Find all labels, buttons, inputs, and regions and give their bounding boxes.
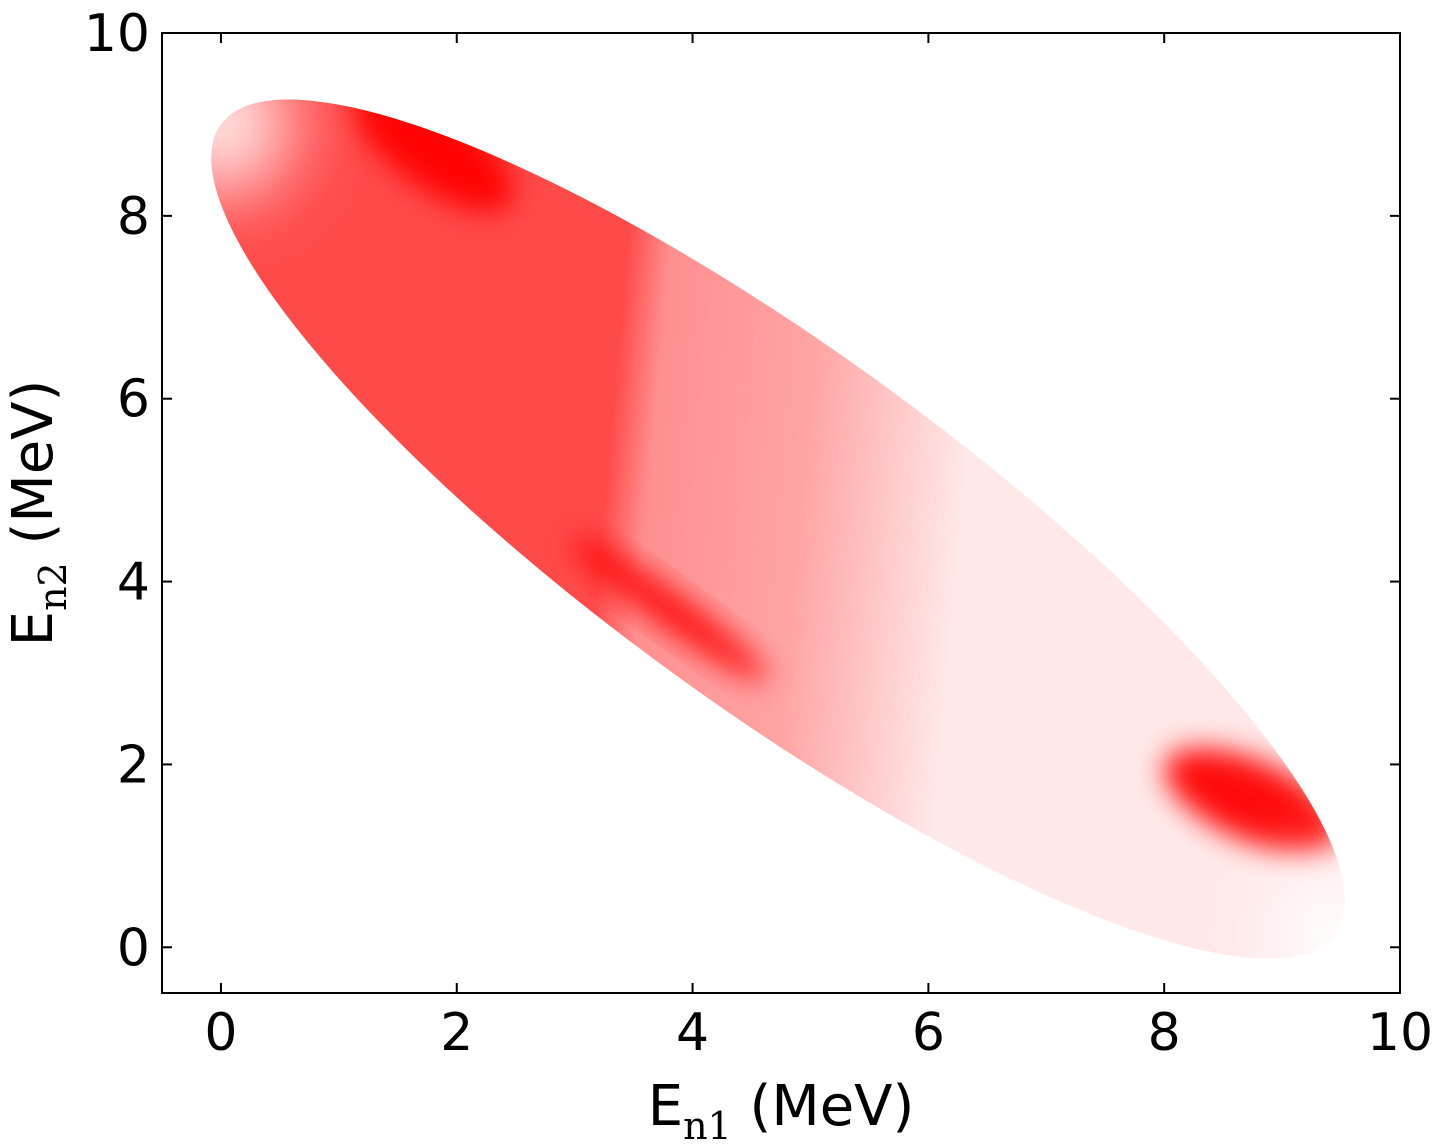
axes-frame: [161, 32, 1401, 994]
y-tick-label: 8: [117, 187, 150, 247]
y-tick-label: 4: [117, 553, 150, 613]
density-ellipse: [211, 99, 1345, 959]
fade-tip: [1265, 863, 1406, 1004]
y-tick-label: 6: [117, 370, 150, 430]
fade-tip: [150, 54, 291, 195]
intensity-peak: [1164, 747, 1341, 855]
intensity-peak: [571, 536, 767, 682]
plot-area: [150, 54, 1406, 1004]
x-tick-label: 10: [1367, 1003, 1433, 1063]
y-tick-label: 0: [117, 918, 150, 978]
y-axis-ticks: 0 2 4 6 8 10: [84, 4, 1400, 978]
x-tick-label: 0: [204, 1003, 237, 1063]
x-tick-label: 4: [676, 1003, 709, 1063]
x-tick-label: 8: [1148, 1003, 1181, 1063]
heatmap-region: [150, 54, 1406, 1004]
y-tick-label: 2: [117, 735, 150, 795]
y-tick-label: 10: [84, 4, 150, 64]
x-axis-ticks: 0 2 4 6 8 10: [204, 33, 1433, 1063]
x-tick-label: 6: [912, 1003, 945, 1063]
y-axis-label: En2 (MeV): [1, 380, 75, 647]
x-tick-label: 2: [440, 1003, 473, 1063]
x-axis-label: En1 (MeV): [648, 1074, 915, 1147]
